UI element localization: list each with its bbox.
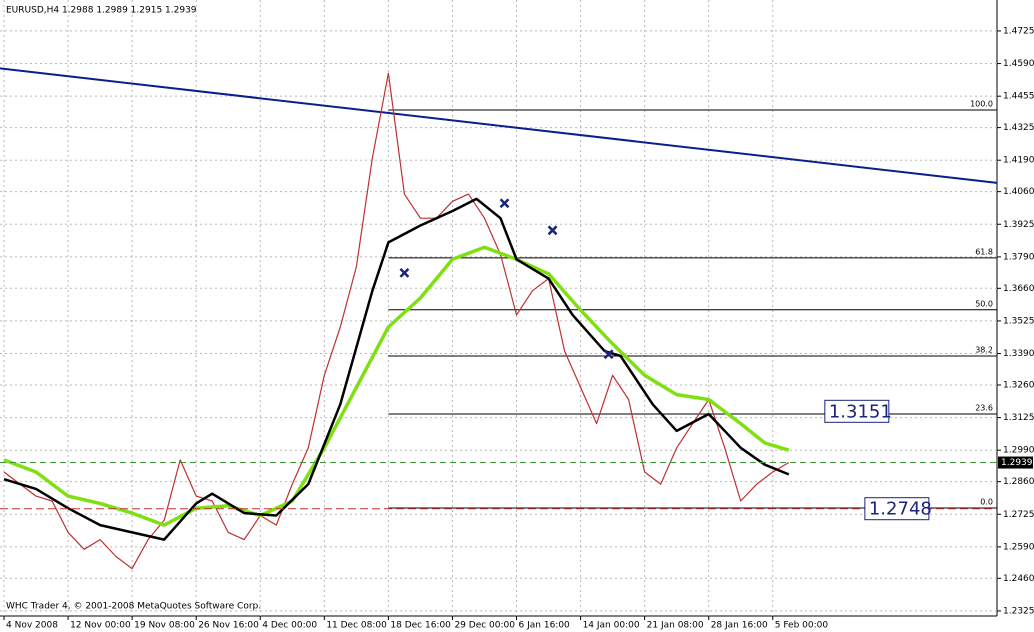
current-price-box (998, 456, 1033, 469)
y-tick-label: 1.2590 (1003, 542, 1034, 552)
price-line (3, 72, 790, 570)
x-tick-label: 14 Jan 00:00 (583, 621, 640, 631)
x-tick-label: 6 Jan 16:00 (519, 621, 571, 631)
y-tick-label: 1.3260 (1003, 380, 1034, 390)
fib-label: 100.0 (970, 99, 993, 108)
x-tick-label: 4 Nov 2008 (6, 621, 58, 631)
x-tick-label: 29 Dec 00:00 (454, 621, 515, 631)
fib-label: 23.6 (975, 403, 993, 412)
fib-label: 61.8 (975, 247, 993, 256)
y-tick-label: 1.4325 (1003, 123, 1034, 133)
x-tick-label: 5 Feb 00:00 (775, 621, 829, 631)
x-tick-label: 28 Jan 16:00 (711, 621, 768, 631)
signal-marker (499, 198, 510, 209)
copyright: WHC Trader 4, © 2001-2008 MetaQuotes Sof… (6, 602, 261, 612)
x-tick-label: 12 Nov 00:00 (70, 621, 131, 631)
trendline (0, 67, 998, 184)
signal-marker (399, 267, 410, 278)
price-tag-label: 1.3151 (829, 401, 892, 422)
current-price-label: 1.2939 (1001, 458, 1033, 468)
moving-average (3, 197, 790, 541)
x-tick-label: 18 Dec 16:00 (390, 621, 451, 631)
fib-label: 50.0 (975, 299, 993, 308)
signal-marker (547, 225, 558, 236)
y-tick-label: 1.2860 (1003, 477, 1034, 487)
y-tick-label: 1.3790 (1003, 252, 1034, 262)
y-tick-label: 1.3525 (1003, 316, 1034, 326)
fib-label: 0.0 (980, 497, 993, 506)
y-tick-label: 1.2990 (1003, 446, 1034, 456)
x-tick-label: 4 Dec 00:00 (262, 621, 317, 631)
price-tag-box (824, 399, 890, 423)
fib-label: 38.2 (975, 345, 993, 354)
x-tick-label: 19 Nov 08:00 (134, 621, 195, 631)
signal-marker (603, 349, 614, 360)
y-tick-label: 1.2460 (1003, 574, 1034, 584)
price-tag-label: 1.2748 (869, 499, 932, 520)
y-tick-label: 1.4590 (1003, 59, 1034, 69)
x-tick-label: 21 Jan 08:00 (647, 621, 704, 631)
y-tick-label: 1.2725 (1003, 510, 1034, 520)
chart-title: EURUSD,H4 1.2988 1.2989 1.2915 1.2939 (6, 6, 197, 16)
y-tick-label: 1.4190 (1003, 156, 1034, 166)
x-tick-label: 11 Dec 08:00 (326, 621, 387, 631)
price-tag-box (864, 497, 930, 521)
y-tick-label: 1.4455 (1003, 92, 1034, 102)
moving-average (3, 245, 790, 527)
y-tick-label: 1.3390 (1003, 349, 1034, 359)
y-tick-label: 1.2325 (1003, 606, 1034, 616)
y-tick-label: 1.4725 (1003, 26, 1034, 36)
y-tick-label: 1.3660 (1003, 284, 1034, 294)
y-tick-label: 1.3125 (1003, 413, 1034, 423)
x-tick-label: 26 Nov 16:00 (198, 621, 259, 631)
y-tick-label: 1.3925 (1003, 220, 1034, 230)
y-tick-label: 1.4060 (1003, 187, 1034, 197)
